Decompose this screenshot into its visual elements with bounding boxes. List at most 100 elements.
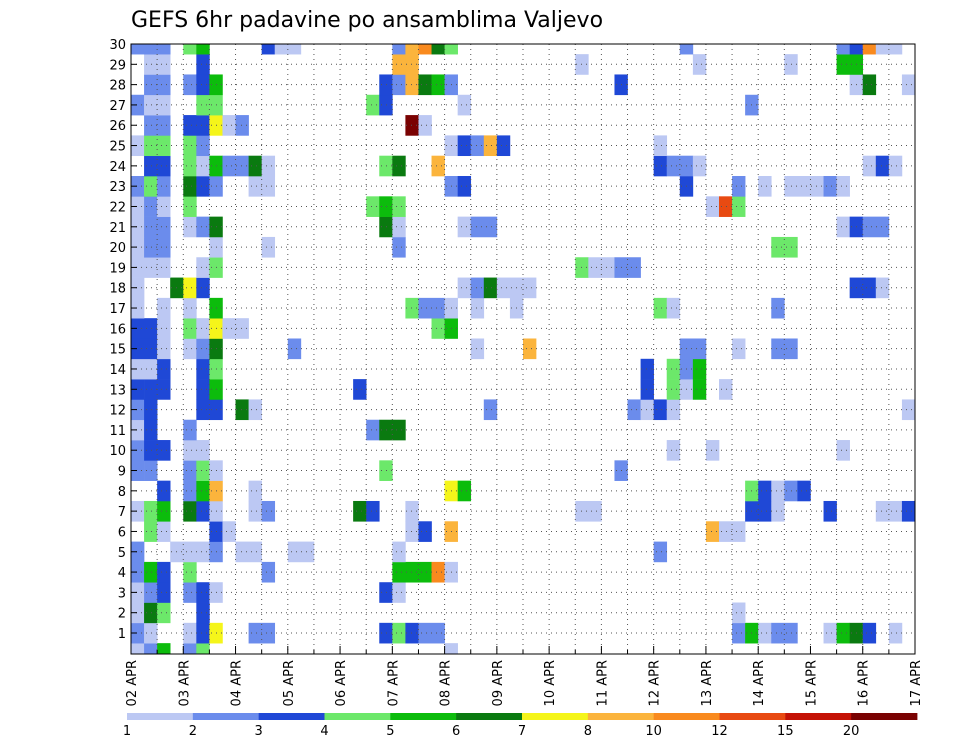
heatmap-cell (196, 622, 210, 644)
heatmap-cell (196, 643, 210, 655)
heatmap-cell (131, 216, 145, 238)
heatmap-cell (836, 440, 850, 461)
heatmap-cell (732, 196, 746, 217)
heatmap-cell (196, 74, 210, 96)
heatmap-cell (666, 155, 694, 177)
heatmap-cell (418, 115, 432, 136)
heatmap-cell (875, 155, 890, 177)
heatmap-cell (235, 115, 249, 136)
y-tick-label: 25 (109, 140, 126, 155)
heatmap-cell (771, 297, 785, 319)
heatmap-cell (144, 500, 158, 522)
heatmap-cell (771, 338, 798, 360)
heatmap-cell (157, 561, 171, 583)
heatmap-cell (157, 338, 171, 360)
y-tick-label: 16 (109, 322, 126, 337)
heatmap-cell (366, 196, 380, 217)
heatmap-cell (183, 338, 197, 360)
heatmap-cell (836, 54, 864, 75)
heatmap-cell (287, 338, 302, 360)
heatmap-cell (470, 277, 485, 299)
heatmap-cell (732, 622, 746, 644)
heatmap-cell (157, 196, 171, 217)
heatmap-cell (131, 176, 145, 197)
heatmap-cell (183, 622, 197, 644)
colorbar-label: 2 (189, 724, 197, 739)
heatmap-cell (496, 277, 524, 299)
x-tick-label: 14 APR (752, 660, 767, 706)
heatmap-cell (875, 500, 903, 522)
heatmap-cell (705, 521, 720, 542)
heatmap-cell (196, 460, 210, 481)
heatmap-cell (758, 500, 772, 522)
heatmap-cell (131, 257, 171, 278)
heatmap-cell (248, 155, 262, 177)
heatmap-cell (131, 399, 145, 421)
heatmap-cell (157, 582, 171, 603)
heatmap-cell (157, 643, 171, 655)
colorbar-label: 6 (452, 724, 460, 739)
y-tick-label: 24 (109, 160, 126, 175)
heatmap-cell (379, 196, 393, 217)
heatmap-cell (431, 318, 445, 339)
heatmap-cell (183, 500, 197, 522)
heatmap-cell (692, 54, 707, 75)
heatmap-cell (444, 44, 458, 55)
heatmap-cell (444, 643, 458, 655)
x-tick-label: 17 APR (909, 660, 924, 706)
x-tick-label: 04 APR (230, 660, 245, 706)
heatmap-cell (758, 622, 772, 644)
heatmap-cell (366, 419, 380, 441)
heatmap-cell (719, 521, 746, 542)
heatmap-cell (261, 561, 276, 583)
y-tick-label: 5 (118, 546, 126, 561)
heatmap-cell (653, 541, 668, 563)
heatmap-cell (157, 521, 171, 542)
heatmap-cell (248, 500, 262, 522)
heatmap-cell (862, 44, 877, 55)
heatmap-cell (405, 297, 419, 319)
heatmap-cell (196, 358, 210, 380)
heatmap-cell (196, 318, 210, 339)
heatmap-cell (392, 54, 406, 75)
heatmap-cell (222, 155, 236, 177)
heatmap-cell (392, 541, 406, 563)
heatmap-cell (431, 155, 445, 177)
heatmap-cell (157, 318, 171, 339)
heatmap-cell (144, 155, 171, 177)
heatmap-cell (705, 440, 720, 461)
y-tick-label: 27 (109, 99, 126, 114)
colorbar-label: 10 (645, 724, 662, 739)
heatmap-cell (144, 196, 158, 217)
heatmap-cell (431, 561, 445, 583)
heatmap-cell (144, 94, 171, 116)
x-tick-label: 06 APR (334, 660, 349, 706)
heatmap-cell (901, 399, 916, 421)
heatmap-cell (131, 135, 145, 157)
heatmap-cell (196, 216, 210, 238)
heatmap-cell (261, 155, 276, 177)
y-tick-label: 10 (109, 444, 126, 459)
heatmap-cell (679, 44, 694, 55)
heatmap-cell (183, 582, 197, 603)
heatmap-cell (392, 582, 406, 603)
heatmap-cell (470, 135, 485, 157)
heatmap-cell (758, 176, 772, 197)
heatmap-cell (640, 358, 654, 380)
heatmap-cell (379, 582, 393, 603)
heatmap-cell (771, 500, 785, 522)
heatmap-cell (379, 622, 393, 644)
colorbar-label: 7 (518, 724, 526, 739)
heatmap-cell (131, 440, 145, 461)
heatmap-cell (183, 318, 197, 339)
heatmap-cell (379, 94, 393, 116)
heatmap-cell (144, 135, 171, 157)
heatmap-cell (771, 236, 798, 258)
heatmap-cell (196, 602, 210, 624)
colorbar-label: 3 (255, 724, 263, 739)
heatmap-cell (196, 338, 210, 360)
heatmap-cell (157, 602, 171, 624)
heatmap-cell (131, 297, 145, 319)
heatmap-cell (483, 277, 498, 299)
heatmap-cell (196, 135, 210, 157)
